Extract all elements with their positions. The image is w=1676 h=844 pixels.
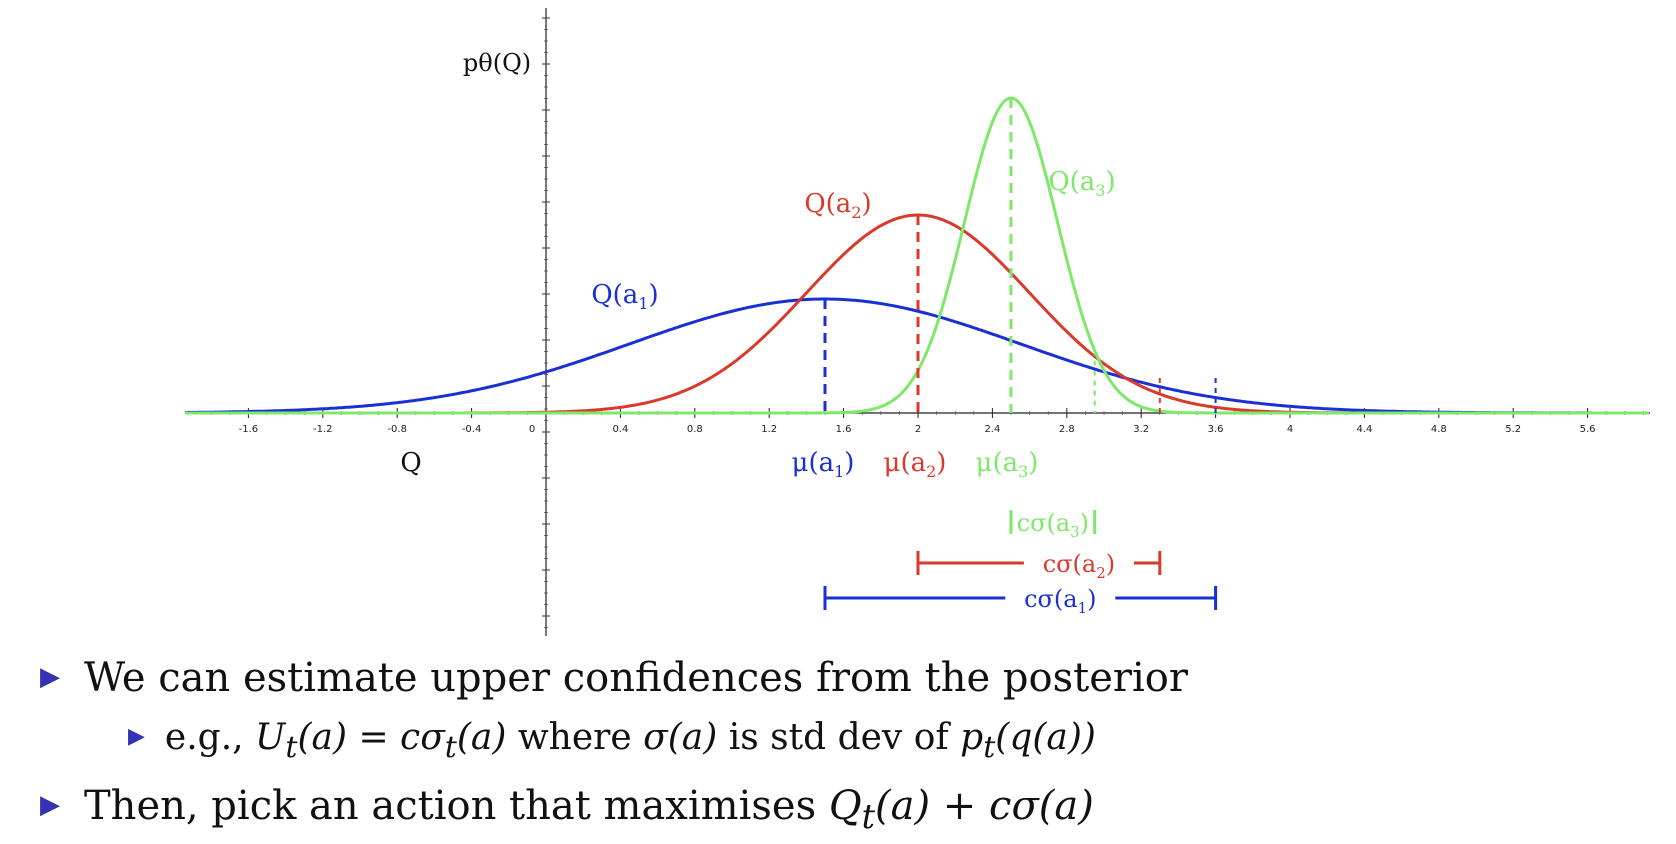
x-tick-label: 4.4	[1356, 424, 1372, 435]
x-tick-label: 0.8	[687, 424, 703, 435]
x-tick-label: 5.2	[1505, 424, 1521, 435]
chart-labels: pθ(Q) Q Q(a1) μ(a1) cσ(a1) Q(a2) μ(a2) cσ(a2) Q(…	[400, 49, 1115, 617]
x-tick-label: 3.6	[1208, 424, 1224, 435]
bullet-3: ▶ Then, pick an action that maximises Qt(…	[40, 783, 1094, 836]
bullet-1-text: We can estimate upper confidences from t…	[84, 655, 1188, 701]
math-Q: Q	[828, 783, 862, 829]
x-tick-label: 2	[915, 424, 921, 435]
bullet-2-text: is std dev of	[717, 717, 961, 758]
math-sub-t: t	[444, 730, 457, 766]
chart-markers	[823, 98, 1218, 610]
math-sub-t: t	[285, 730, 298, 766]
x-tick-label: 1.2	[761, 424, 777, 435]
x-tick-label: 2.8	[1059, 424, 1075, 435]
math-sigma: σ(a)	[643, 717, 718, 758]
x-tick-label: 4	[1287, 424, 1293, 435]
sigma-label: cσ(a2)	[1043, 550, 1115, 582]
mu-label: μ(a2)	[884, 448, 947, 481]
math-U: U	[255, 717, 286, 758]
bullet-triangle-icon: ▶	[128, 724, 145, 749]
bullet-2-prefix: e.g.,	[164, 717, 256, 758]
bullet-1: ▶ We can estimate upper confidences from …	[40, 655, 1188, 701]
x-tick-label: 0	[529, 424, 535, 435]
sigma-label: cσ(a3)	[1017, 509, 1089, 541]
bullet-2: ▶ e.g., Ut(a) = cσt(a) where σ(a) is std …	[128, 717, 1096, 765]
curve-label: Q(a1)	[591, 280, 658, 313]
math-expr: (a) + cσ(a)	[875, 783, 1094, 829]
curve-label: Q(a2)	[804, 189, 871, 222]
math-expr: (a) = cσ	[297, 717, 445, 758]
x-tick-label: -0.8	[387, 424, 407, 435]
mu-label: μ(a1)	[792, 448, 855, 481]
bullet-3-text: Then, pick an action that maximises	[84, 783, 829, 829]
x-tick-label: 5.6	[1580, 424, 1596, 435]
bullet-2-text: where	[506, 717, 644, 758]
bullet-triangle-icon: ▶	[40, 790, 60, 820]
x-axis-label: Q	[400, 448, 421, 478]
math-sub-t: t	[983, 730, 996, 766]
math-expr: (q(a))	[995, 717, 1096, 758]
x-tick-label: -1.2	[313, 424, 333, 435]
x-tick-label: -0.4	[462, 424, 482, 435]
x-tick-label: 0.4	[612, 424, 628, 435]
sigma-label: cσ(a1)	[1024, 585, 1096, 617]
x-tick-label: -1.6	[239, 424, 259, 435]
curve-qa2	[185, 213, 1649, 415]
math-p: p	[960, 717, 984, 758]
mu-label: μ(a3)	[976, 448, 1039, 481]
math-sub-t: t	[861, 797, 876, 836]
curve-label: Q(a3)	[1048, 167, 1115, 200]
math-expr: (a)	[456, 717, 507, 758]
bullet-triangle-icon: ▶	[40, 662, 60, 692]
y-axis-label: pθ(Q)	[463, 49, 531, 77]
x-tick-label: 2.4	[984, 424, 1000, 435]
x-tick-label: 4.8	[1431, 424, 1447, 435]
posterior-chart: -1.6 -1.2 -0.8 -0.4 0 0.4 0.8 1.2 1.6 2 2.4 2.8 3.2 3…	[185, 8, 1650, 636]
x-tick-label: 1.6	[836, 424, 852, 435]
x-tick-label: 3.2	[1133, 424, 1149, 435]
